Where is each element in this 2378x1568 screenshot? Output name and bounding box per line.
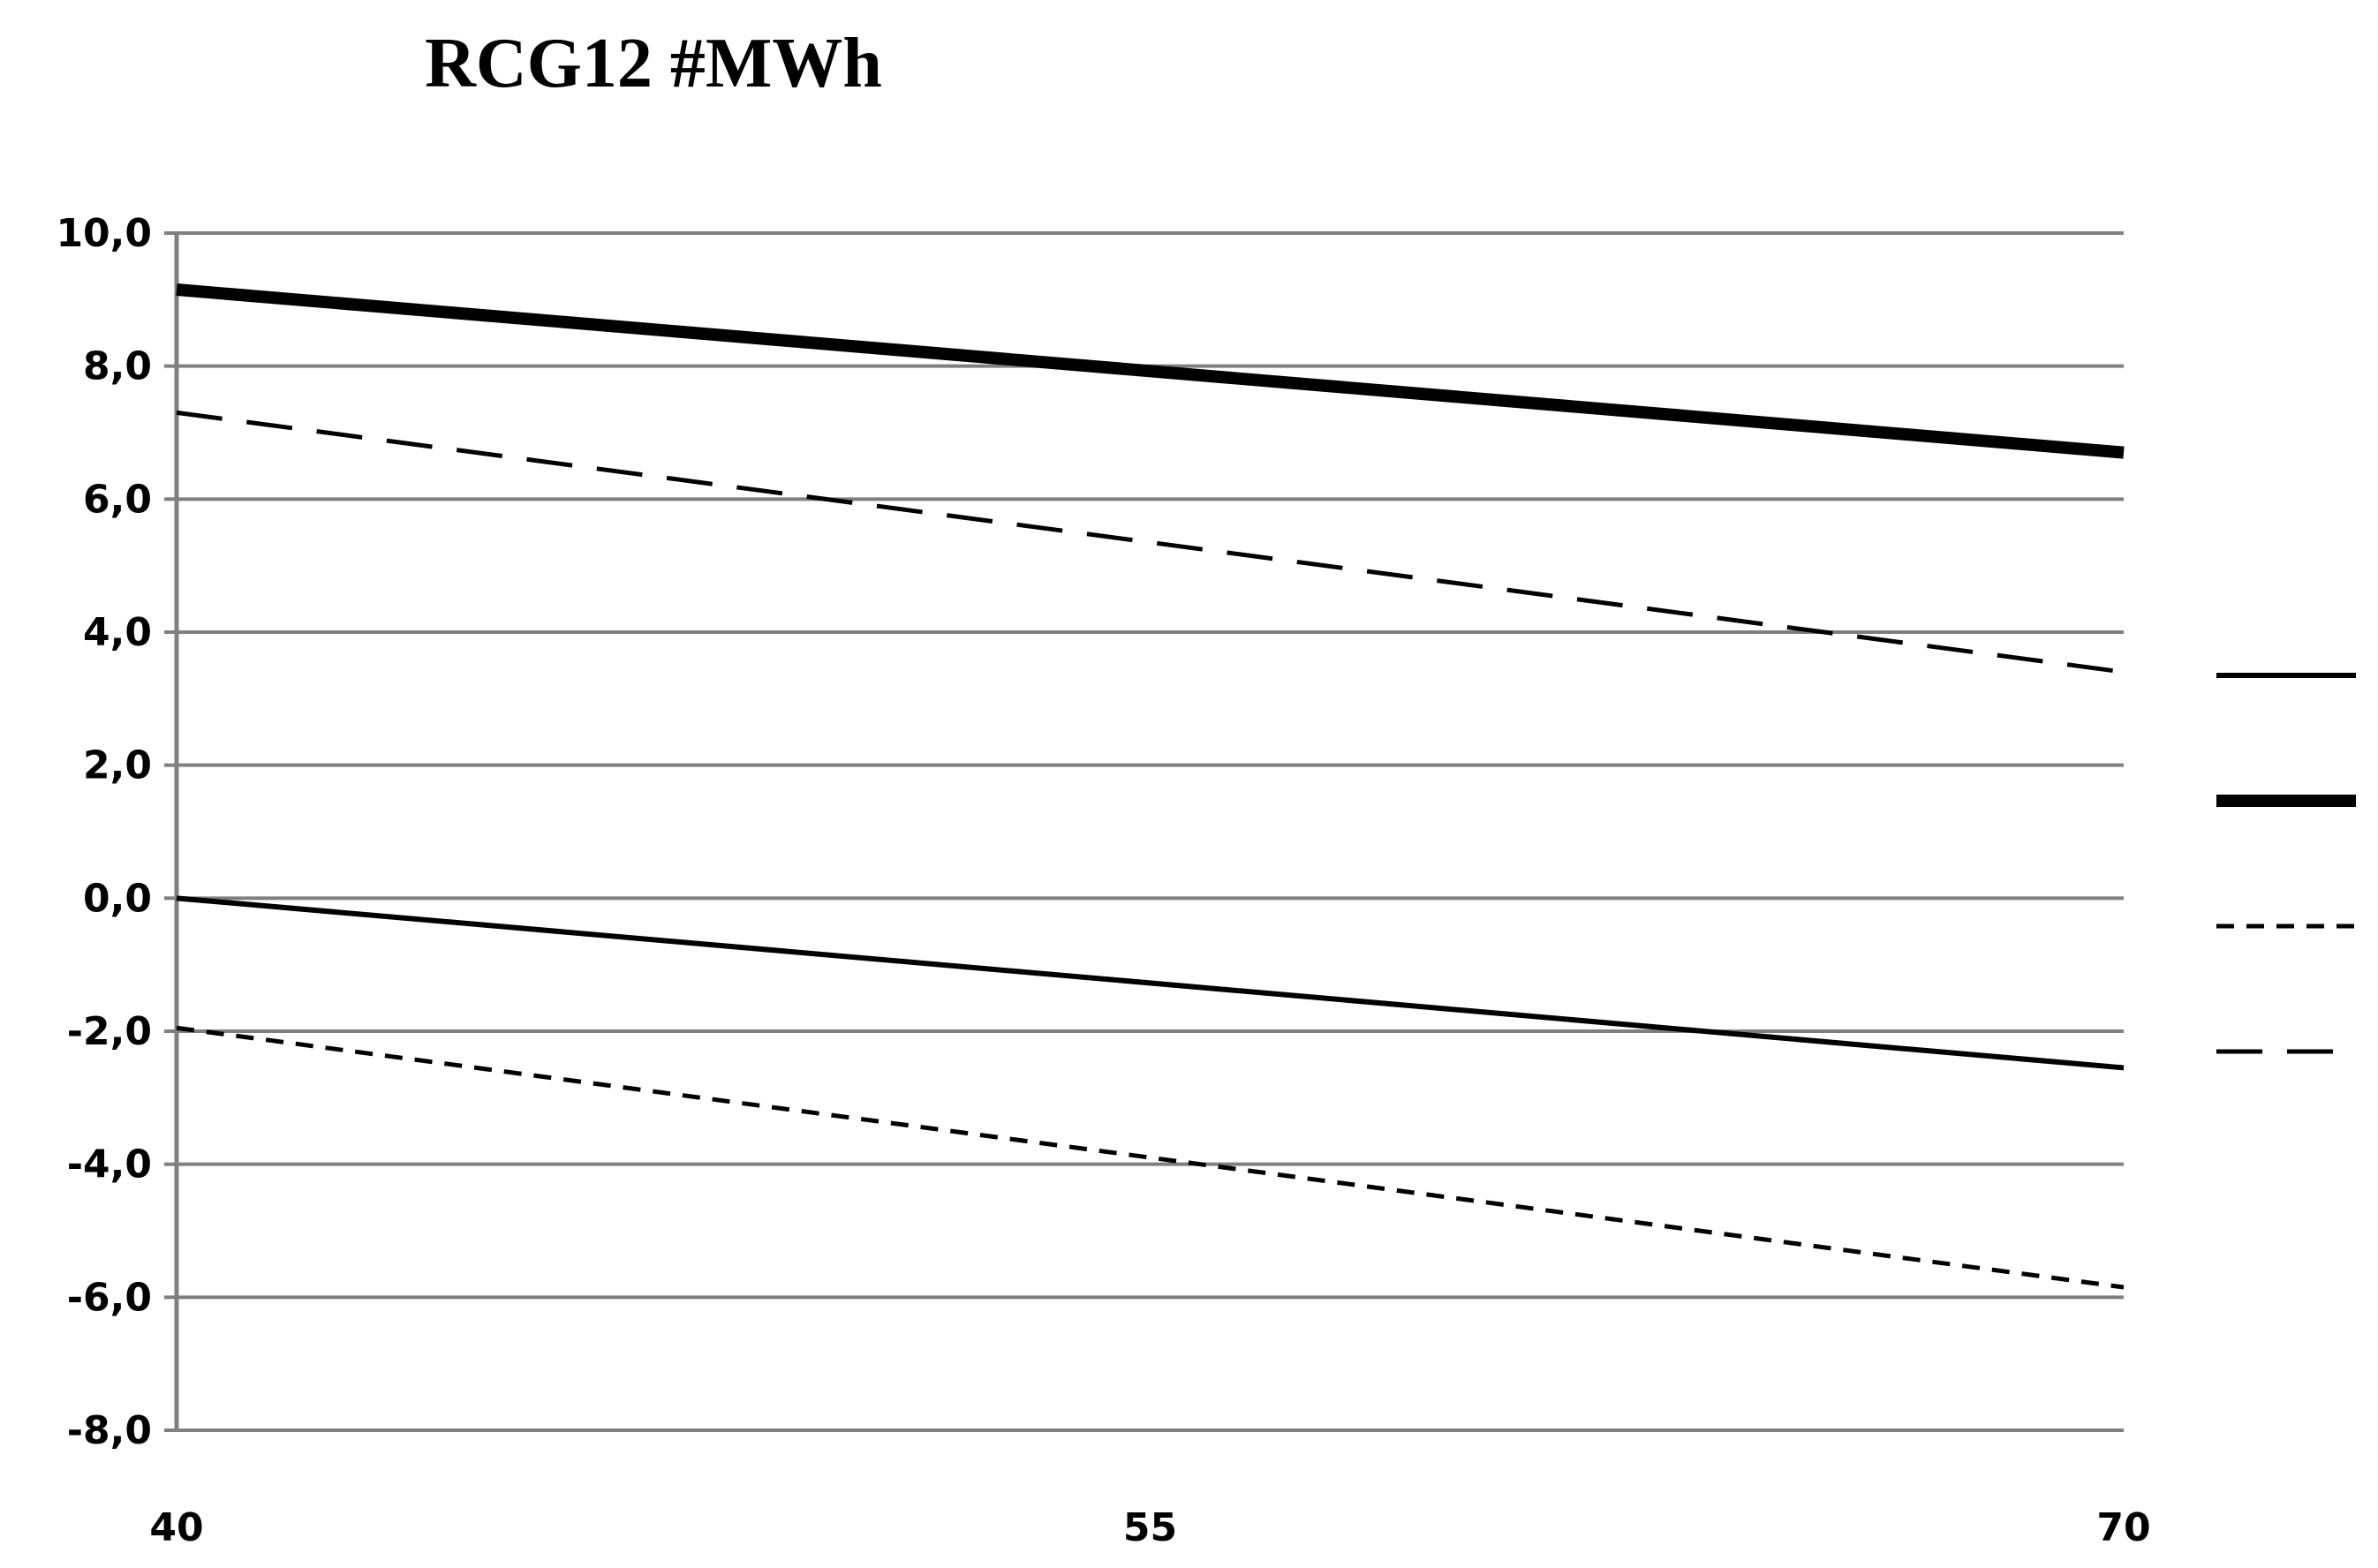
x-tick-label: 40 <box>149 1505 203 1550</box>
y-tick-label: 8,0 <box>83 344 152 389</box>
y-tick-label: 4,0 <box>83 610 152 655</box>
y-tick-label: 6,0 <box>83 477 152 522</box>
series-lines <box>176 283 2125 1290</box>
series-line-1 <box>176 895 2125 1071</box>
x-tick-label: 55 <box>1123 1505 1177 1550</box>
y-tick-label: 0,0 <box>83 876 152 921</box>
x-tick-label: 70 <box>2096 1505 2150 1550</box>
series-line-3 <box>176 1025 2125 1290</box>
y-tick-label: -2,0 <box>67 1009 152 1054</box>
legend <box>2216 673 2356 1054</box>
series-line-4 <box>176 410 2125 675</box>
axes <box>164 231 179 1432</box>
y-tick-label: -8,0 <box>67 1408 152 1453</box>
y-tick-label: 10,0 <box>56 211 152 256</box>
y-tick-label: -4,0 <box>67 1142 152 1187</box>
y-tick-label: 2,0 <box>83 743 152 788</box>
x-tick-labels: 40 55 70 <box>149 1505 2150 1550</box>
y-tick-labels: 10,0 8,0 6,0 4,0 2,0 0,0 -2,0 -4,0 -6,0 -8,0 <box>56 211 152 1453</box>
series-line-2 <box>176 283 2125 459</box>
chart-title: RCG12 #MWh <box>425 25 882 102</box>
y-tick-label: -6,0 <box>67 1275 152 1320</box>
gridlines <box>177 231 2124 1432</box>
